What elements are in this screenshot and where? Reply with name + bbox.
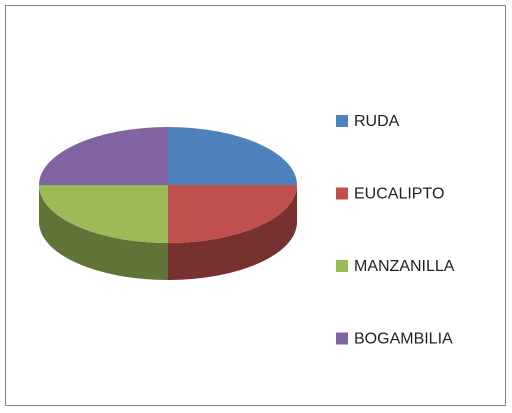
legend-label: BOGAMBILIA bbox=[354, 331, 453, 348]
legend-swatch bbox=[336, 332, 348, 345]
legend-label: EUCALIPTO bbox=[354, 186, 444, 203]
legend-label: RUDA bbox=[354, 113, 400, 130]
legend-swatch bbox=[336, 115, 348, 127]
legend-label: MANZANILLA bbox=[354, 258, 455, 275]
legend-swatch bbox=[336, 187, 348, 200]
pie-slice bbox=[39, 127, 168, 185]
pie-slice bbox=[39, 185, 168, 243]
pie-side bbox=[168, 185, 297, 280]
pie-side bbox=[39, 185, 168, 280]
pie-slice bbox=[168, 185, 297, 243]
pie-slice bbox=[168, 127, 297, 185]
legend-swatch bbox=[336, 260, 348, 272]
